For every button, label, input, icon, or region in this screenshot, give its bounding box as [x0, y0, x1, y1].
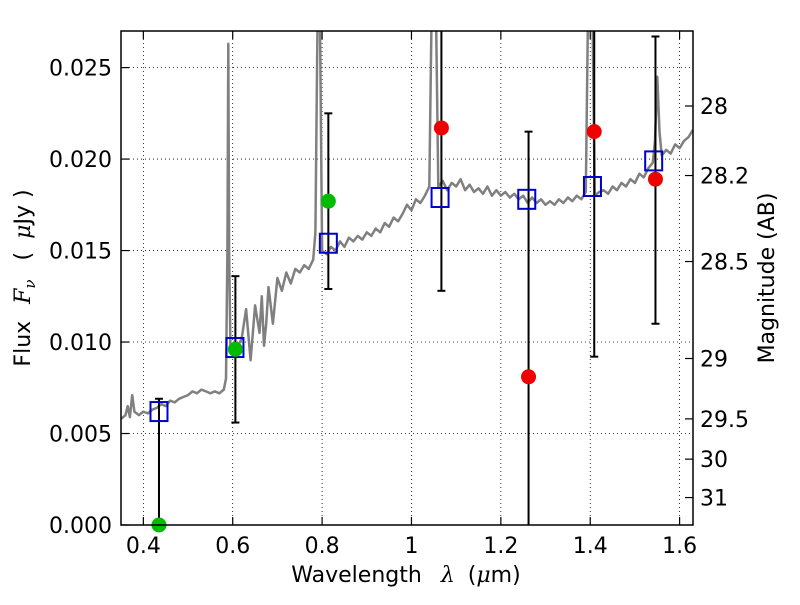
plot-frame [120, 30, 694, 526]
y-tick-label: 0.020 [49, 148, 112, 173]
x-tick-label: 1 [404, 534, 418, 559]
y-axis-label-text: Flux [11, 321, 36, 367]
x-tick-label: 0.4 [126, 534, 161, 559]
x-axis-label: Wavelength λ (μm) [291, 563, 520, 588]
x-axis-label-unit-open: ( [468, 563, 477, 588]
y-axis-label-unit-open: ( [11, 252, 36, 261]
y-axis-label-unit-close: Jy ) [11, 189, 36, 226]
x-tick-label: 1.4 [573, 534, 608, 559]
model-square-marker [644, 150, 664, 172]
tick-labels: 0.4 0.6 0.8 1 1.2 1.4 1.6 0.000 0.005 0.010 0.015 0… [49, 57, 749, 559]
y-axis-label: Flux Fν ( μJy ) [11, 189, 41, 366]
x-tick-label: 1.2 [483, 534, 518, 559]
y-tick-label: 0.025 [49, 57, 112, 82]
y-axis-label-subscript: ν [21, 279, 39, 288]
y2-axis-label: Magnitude (AB) [755, 193, 780, 364]
y-tick-label: 0.005 [49, 423, 112, 448]
spectrum-line [121, 31, 693, 420]
model-square-marker [225, 337, 245, 359]
observed-point-marker [320, 193, 336, 209]
y-tick-label: 0.010 [49, 331, 112, 356]
model-square-marker [582, 176, 602, 198]
x-axis-label-unit-close: m) [491, 563, 521, 588]
y2-tick-label: 30 [700, 448, 728, 473]
observed-point-marker [586, 124, 602, 140]
tick-marks [121, 31, 693, 526]
x-axis-label-text: Wavelength [291, 563, 422, 588]
observed-point-marker [521, 369, 537, 385]
y-axis-label-symbol: F [11, 288, 36, 305]
data-layer [121, 31, 693, 420]
x-tick-label: 0.6 [215, 534, 250, 559]
observed-point-marker [227, 341, 243, 357]
observed-point-marker [647, 171, 663, 187]
y2-tick-label: 29.5 [700, 408, 749, 433]
x-axis-label-symbol: λ [440, 563, 455, 588]
model-square-marker [318, 232, 338, 254]
marker-layer [149, 120, 664, 533]
y2-tick-label: 29 [700, 348, 728, 373]
x-tick-label: 1.6 [662, 534, 697, 559]
y2-tick-label: 28.2 [700, 165, 749, 190]
plot-background [121, 31, 693, 525]
y2-tick-label: 28.5 [700, 251, 749, 276]
model-square-marker [149, 401, 169, 423]
y2-tick-label: 28 [700, 95, 728, 120]
y-tick-label: 0.000 [49, 514, 112, 539]
observed-point-marker [433, 120, 449, 136]
x-axis-label-unit-mu: μ [476, 563, 490, 588]
y2-tick-label: 31 [700, 487, 728, 512]
x-tick-label: 0.8 [305, 534, 340, 559]
model-square-marker [517, 188, 537, 210]
y-tick-label: 0.015 [49, 240, 112, 265]
model-square-marker [430, 186, 450, 208]
y-axis-label-unit-mu: μ [11, 225, 36, 239]
